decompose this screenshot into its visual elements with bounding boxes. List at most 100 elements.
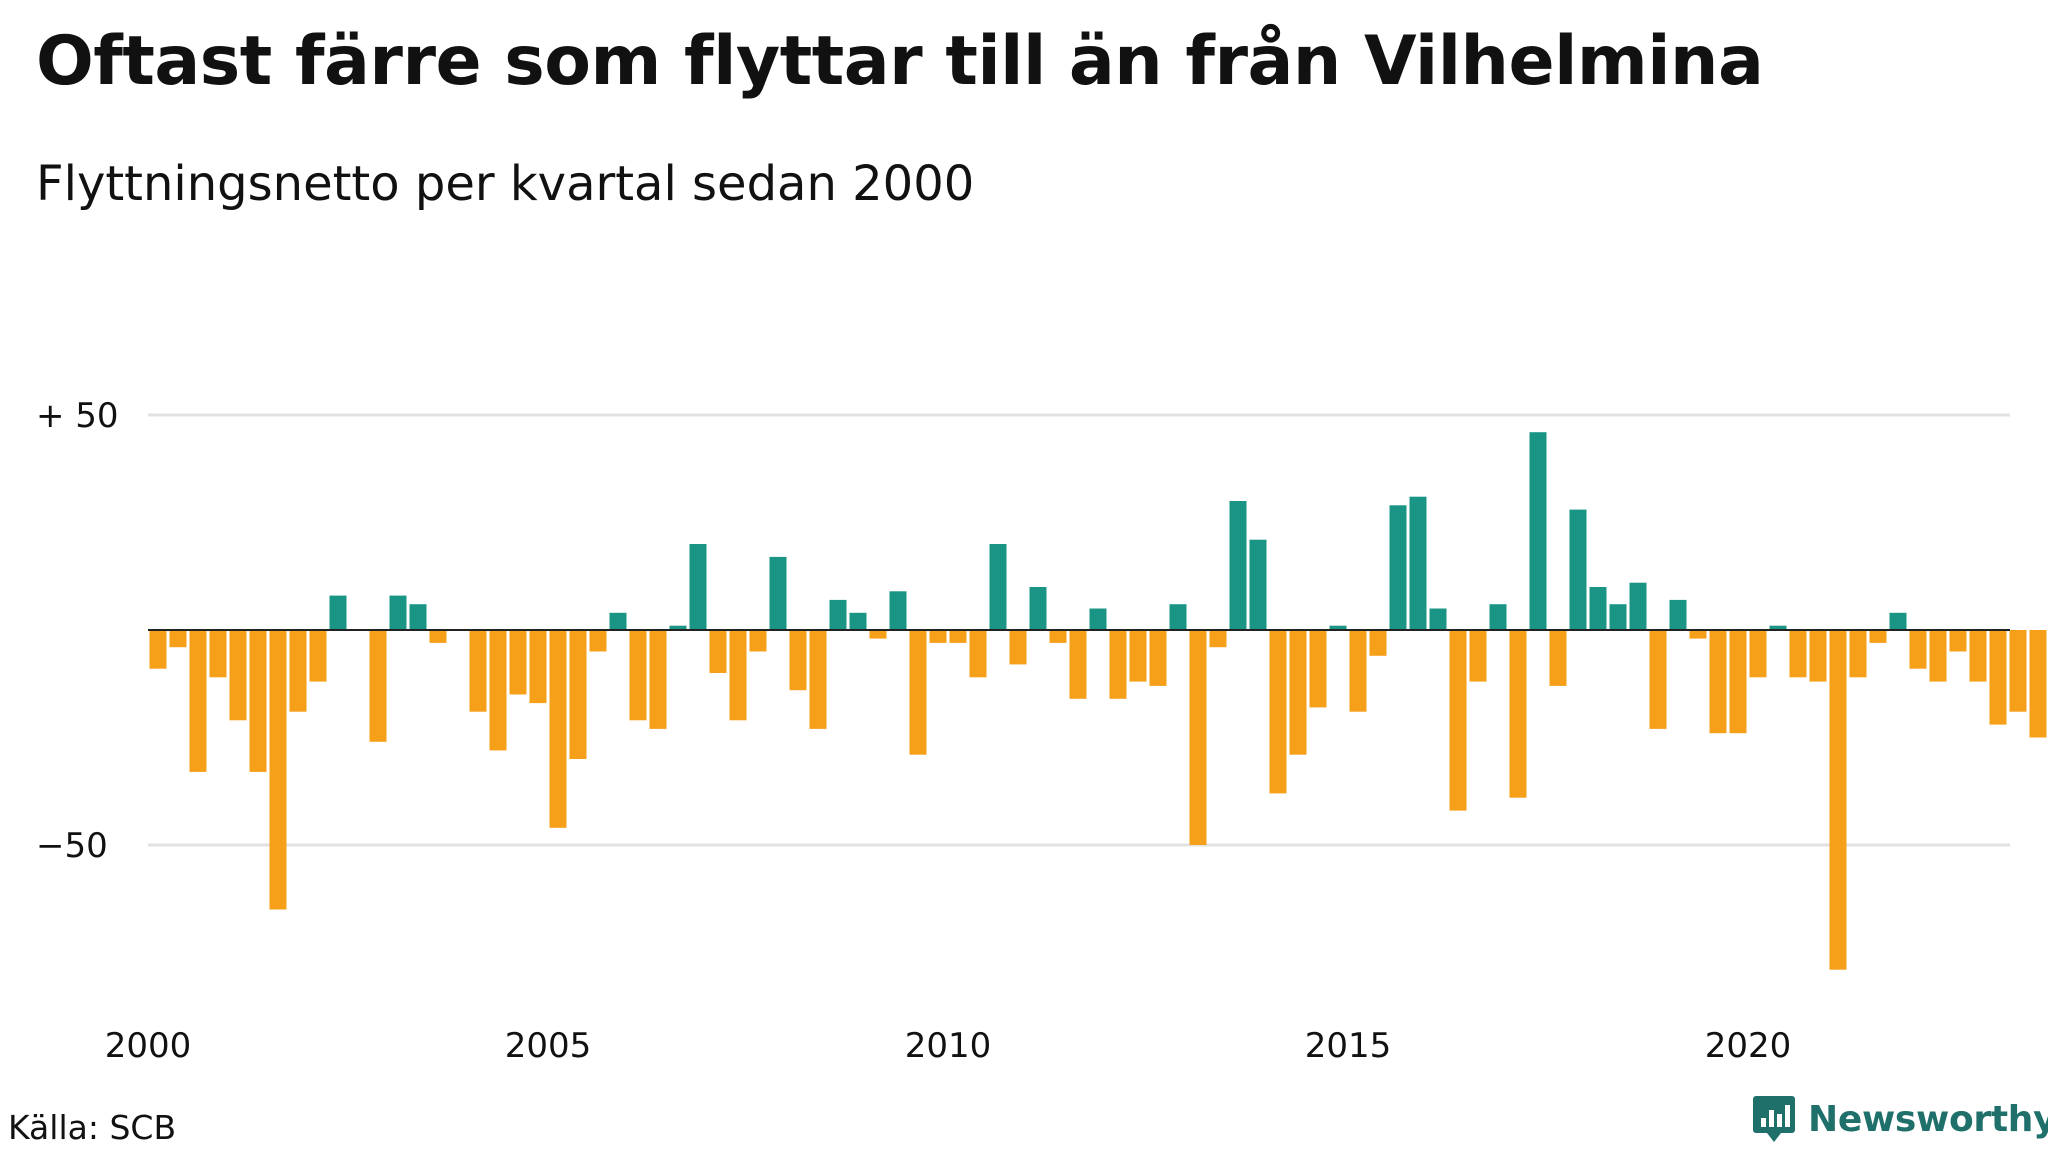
bar bbox=[289, 630, 307, 712]
y-axis-ticks: + 50 −50 bbox=[36, 396, 119, 866]
bar bbox=[529, 630, 547, 704]
bar bbox=[489, 630, 507, 751]
newsworthy-logo-icon bbox=[1753, 1096, 1795, 1142]
bar bbox=[1229, 501, 1247, 630]
bars bbox=[149, 432, 2047, 970]
bar bbox=[1409, 496, 1427, 630]
bar bbox=[1569, 509, 1587, 630]
bar bbox=[189, 630, 207, 772]
gridlines bbox=[148, 413, 2010, 847]
bar bbox=[1989, 630, 2007, 725]
bar bbox=[869, 630, 887, 639]
bar bbox=[1209, 630, 1227, 648]
bar bbox=[469, 630, 487, 712]
bar bbox=[1869, 630, 1887, 643]
bar bbox=[549, 630, 567, 828]
bar bbox=[949, 630, 967, 643]
x-tick-label: 2010 bbox=[905, 1026, 992, 1066]
bar bbox=[709, 630, 727, 673]
bar bbox=[1949, 630, 1967, 652]
x-tick-label: 2015 bbox=[1305, 1026, 1392, 1066]
bar bbox=[1389, 505, 1407, 630]
bar bbox=[1349, 630, 1367, 712]
bar bbox=[1009, 630, 1027, 665]
bar bbox=[229, 630, 247, 721]
bar bbox=[1889, 612, 1907, 630]
bar bbox=[1669, 599, 1687, 630]
bar bbox=[729, 630, 747, 721]
bar bbox=[889, 591, 907, 630]
bar bbox=[329, 595, 347, 630]
bar bbox=[1109, 630, 1127, 699]
bar bbox=[829, 599, 847, 630]
bar bbox=[1629, 582, 1647, 630]
bar bbox=[569, 630, 587, 759]
bar bbox=[1149, 630, 1167, 686]
x-tick-label: 2020 bbox=[1705, 1026, 1792, 1066]
bar bbox=[689, 544, 707, 630]
bar bbox=[1649, 630, 1667, 729]
bar bbox=[1049, 630, 1067, 643]
source-note: Källa: SCB bbox=[8, 1108, 177, 1147]
bar bbox=[589, 630, 607, 652]
bar bbox=[1609, 604, 1627, 630]
bar bbox=[1269, 630, 1287, 794]
bar bbox=[909, 630, 927, 755]
y-tick-label: + 50 bbox=[36, 396, 119, 436]
bar bbox=[1789, 630, 1807, 678]
bar bbox=[1449, 630, 1467, 811]
bar bbox=[1749, 630, 1767, 678]
brand-logo: Newsworthy bbox=[1752, 1094, 2048, 1144]
bar bbox=[249, 630, 267, 772]
bar bbox=[989, 544, 1007, 630]
bar bbox=[769, 556, 787, 630]
bar bbox=[649, 630, 667, 729]
bar bbox=[789, 630, 807, 691]
bar bbox=[1929, 630, 1947, 682]
x-axis-ticks: 2000 2005 2010 2015 2020 bbox=[105, 1026, 1792, 1066]
x-tick-label: 2005 bbox=[505, 1026, 592, 1066]
bar bbox=[209, 630, 227, 678]
bar bbox=[1809, 630, 1827, 682]
y-tick-label: −50 bbox=[36, 826, 108, 866]
bar bbox=[1469, 630, 1487, 682]
bar bbox=[1429, 608, 1447, 630]
bar bbox=[409, 604, 427, 630]
bar bbox=[1029, 587, 1047, 630]
bar bbox=[369, 630, 387, 742]
chart-subtitle: Flyttningsnetto per kvartal sedan 2000 bbox=[36, 156, 975, 212]
bar bbox=[629, 630, 647, 721]
bar bbox=[669, 625, 687, 630]
bar bbox=[1769, 625, 1787, 630]
bar bbox=[1729, 630, 1747, 734]
bar bbox=[2009, 630, 2027, 712]
bar bbox=[1529, 432, 1547, 630]
bar bbox=[749, 630, 767, 652]
bar bbox=[809, 630, 827, 729]
bar bbox=[1129, 630, 1147, 682]
bar bbox=[1689, 630, 1707, 639]
brand-name: Newsworthy bbox=[1808, 1098, 2048, 1140]
bar bbox=[169, 630, 187, 648]
bar bbox=[929, 630, 947, 643]
bar bbox=[269, 630, 287, 910]
bar bbox=[1849, 630, 1867, 678]
x-tick-label: 2000 bbox=[105, 1026, 192, 1066]
bar bbox=[1509, 630, 1527, 798]
bar bbox=[1829, 630, 1847, 970]
bar bbox=[1309, 630, 1327, 708]
bar bbox=[1189, 630, 1207, 845]
bar bbox=[1589, 587, 1607, 630]
bar bbox=[1909, 630, 1927, 669]
bar-chart: + 50 −50 2000 2005 2010 2015 2020 bbox=[36, 396, 2047, 1066]
bar bbox=[2029, 630, 2047, 738]
bar bbox=[1289, 630, 1307, 755]
bar bbox=[1549, 630, 1567, 686]
bar bbox=[609, 612, 627, 630]
bar bbox=[309, 630, 327, 682]
bar bbox=[1249, 539, 1267, 630]
bar bbox=[1369, 630, 1387, 656]
bar bbox=[1489, 604, 1507, 630]
bar bbox=[849, 612, 867, 630]
bar bbox=[1069, 630, 1087, 699]
